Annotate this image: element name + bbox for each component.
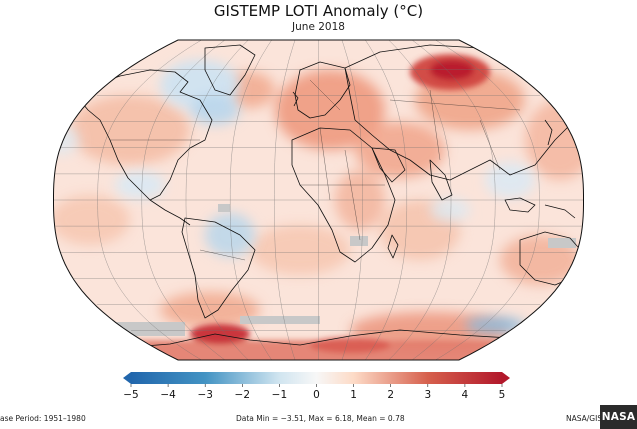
colorbar-min-arrow — [123, 372, 131, 384]
meridian-line — [365, 40, 408, 360]
meridian-line — [229, 40, 272, 360]
colorbar-max-arrow — [502, 372, 510, 384]
colorbar-tick-label: −4 — [160, 389, 176, 401]
meridian-line — [274, 40, 296, 360]
colorbar-tick-label: −3 — [197, 389, 213, 401]
colorbar-tick-label: 3 — [424, 389, 432, 401]
map-title: GISTEMP LOTI Anomaly (°C) — [213, 2, 424, 20]
meridian-line — [185, 40, 249, 360]
colorbar — [123, 372, 510, 387]
nasa-badge: NASA — [600, 405, 637, 429]
colorbar-tick-label: 2 — [387, 389, 395, 401]
antarctic-warm-strip — [60, 324, 580, 360]
colorbar-tick-label: 5 — [498, 389, 506, 401]
meridian-line — [341, 40, 363, 360]
map-border — [53, 39, 584, 361]
siberia-hotspot — [410, 54, 490, 90]
colorbar-tick-label: −5 — [123, 389, 139, 401]
colorbar-tick-label: −1 — [271, 389, 288, 401]
meridian-line — [97, 40, 202, 360]
meridian-line — [388, 40, 452, 360]
meridian-line — [435, 40, 540, 360]
base-period-note: ase Period: 1951–1980 — [0, 414, 86, 423]
map-subtitle: June 2018 — [292, 21, 345, 33]
anomaly-field — [53, 40, 584, 360]
colorbar-tick-label: 4 — [461, 389, 469, 401]
meridian-line — [141, 40, 226, 360]
data-stats-note: Data Min = −3.51, Max = 6.18, Mean = 0.7… — [236, 414, 405, 423]
colorbar-gradient — [131, 372, 502, 384]
meridian-line — [411, 40, 496, 360]
colorbar-tick-marks — [130, 384, 503, 387]
colorbar-tick-label: 1 — [350, 389, 357, 401]
colorbar-tick-label: 0 — [313, 389, 320, 401]
colorbar-tick-label: −2 — [234, 389, 251, 401]
country-borders — [110, 79, 521, 261]
